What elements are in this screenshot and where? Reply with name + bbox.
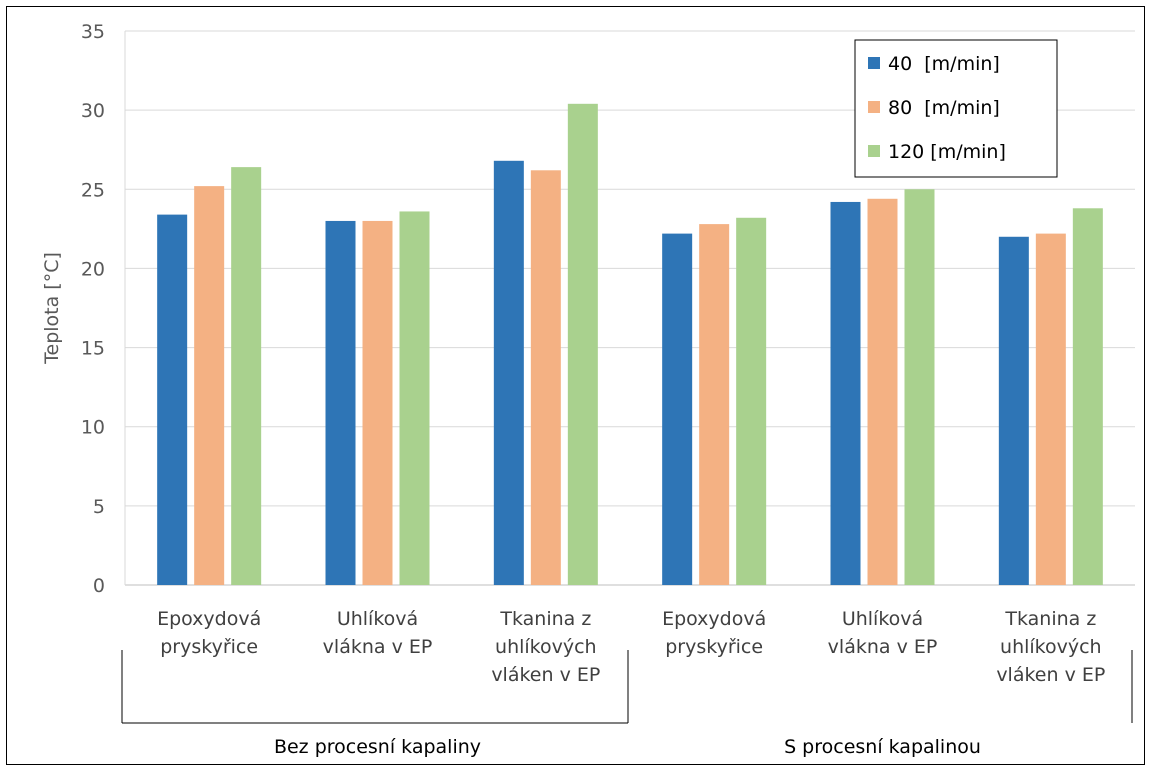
x-category-label: Uhlíková	[842, 608, 923, 630]
bar	[325, 220, 356, 585]
bar	[194, 186, 225, 585]
x-category-label: pryskyřice	[160, 636, 258, 658]
bar	[662, 233, 693, 585]
chart-frame	[6, 6, 1145, 765]
bar	[904, 189, 935, 586]
bars	[157, 103, 1103, 586]
legend-box	[854, 39, 1058, 178]
bar	[830, 201, 861, 585]
y-tick-label: 25	[81, 179, 105, 201]
x-category-label: vlákna v EP	[828, 636, 938, 658]
legend-swatch	[868, 101, 880, 113]
x-category-label: Uhlíková	[337, 608, 418, 630]
gridlines	[124, 30, 1135, 586]
x-category-labels: Epoxydová pryskyřice Uhlíková vlákna v EP Tk…	[157, 608, 1105, 686]
group-label: S procesní kapalinou	[784, 736, 981, 758]
y-tick-label: 10	[81, 417, 105, 439]
bar	[399, 211, 430, 585]
x-category-label: Tkanina z	[499, 608, 591, 630]
x-category-label: vláken v EP	[996, 664, 1105, 686]
x-category-label: Epoxydová	[662, 608, 766, 630]
legend-entry: 40 [m/min]	[888, 53, 1000, 75]
bar	[231, 167, 262, 585]
bar	[736, 217, 767, 585]
x-category-label: vlákna v EP	[323, 636, 433, 658]
bar	[1072, 208, 1103, 585]
y-tick-label: 0	[93, 575, 105, 597]
y-tick-label: 35	[81, 21, 105, 43]
legend-entry: 80 [m/min]	[888, 97, 1000, 119]
group-label: Bez procesní kapaliny	[274, 736, 481, 758]
bar	[157, 214, 188, 585]
legend-entry: 120 [m/min]	[888, 141, 1006, 163]
y-tick-label: 20	[81, 258, 105, 280]
bar	[530, 170, 561, 585]
bar	[493, 160, 524, 585]
y-tick-label: 5	[93, 496, 105, 518]
bar	[567, 103, 598, 585]
x-category-label: uhlíkových	[495, 636, 597, 658]
x-category-label: Tkanina z	[1004, 608, 1096, 630]
x-category-label: pryskyřice	[665, 636, 763, 658]
y-tick-labels: 0 5 10 15 20 25 30 35	[81, 21, 105, 597]
y-tick-label: 30	[81, 100, 105, 122]
legend-swatch	[868, 57, 880, 69]
bar	[699, 224, 730, 585]
group-brackets: Bez procesní kapaliny S procesní kapalino…	[121, 650, 1133, 758]
x-category-label: uhlíkových	[1000, 636, 1102, 658]
y-axis-label: Teplota [°C]	[41, 252, 63, 365]
y-tick-label: 15	[81, 338, 105, 360]
bar	[998, 236, 1029, 585]
bar	[1035, 233, 1066, 585]
legend-swatch	[868, 145, 880, 157]
x-category-label: Epoxydová	[157, 608, 261, 630]
legend: 40 [m/min] 80 [m/min] 120 [m/min]	[854, 39, 1058, 178]
bar	[362, 220, 393, 585]
x-category-label: vláken v EP	[491, 664, 600, 686]
bar	[867, 198, 898, 586]
